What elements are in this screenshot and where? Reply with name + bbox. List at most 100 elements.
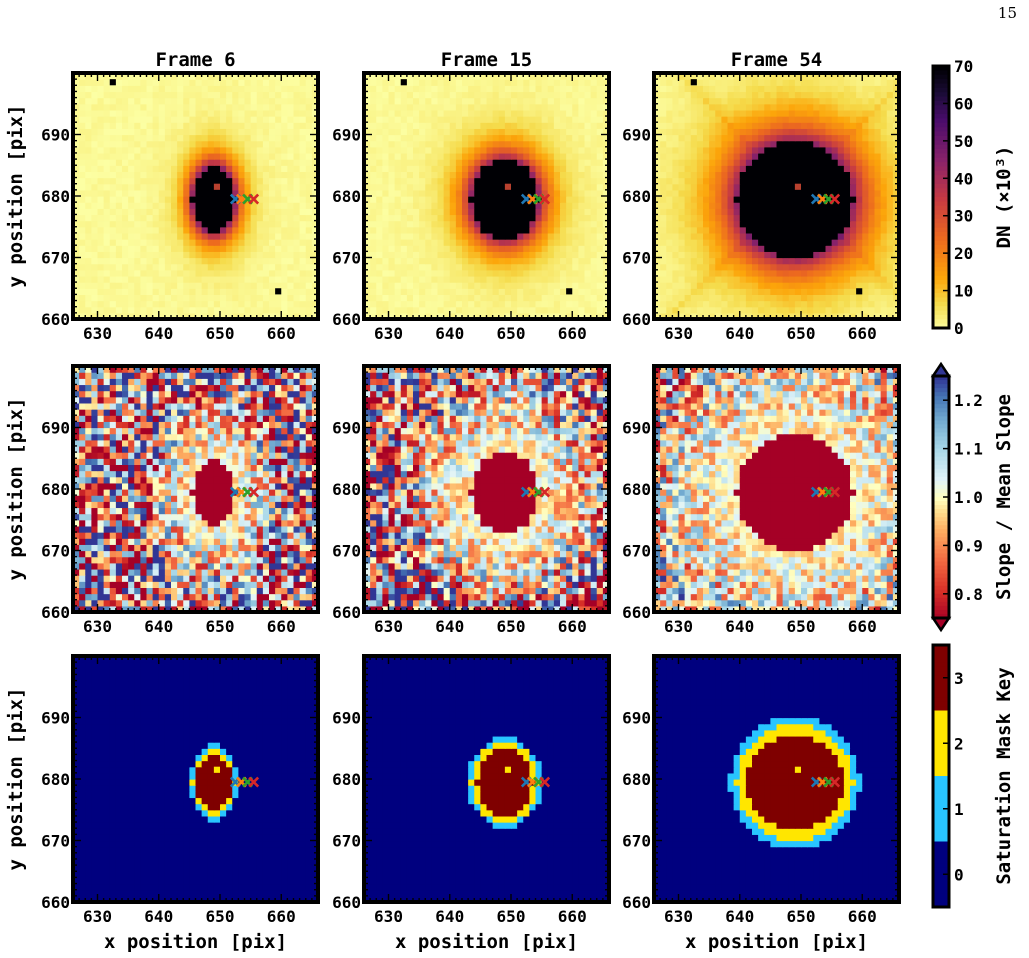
tick-marks xyxy=(72,365,319,613)
center-pixel xyxy=(504,183,511,190)
y-tick-label: 670 xyxy=(622,832,651,851)
y-tick-label: 660 xyxy=(622,893,651,912)
y-tick-label: 690 xyxy=(41,419,70,438)
colorbar-tick-label: 20 xyxy=(954,244,973,263)
bad-pixel xyxy=(566,288,573,295)
x-tick-label: 650 xyxy=(497,907,526,926)
y-tick-label: 690 xyxy=(332,709,361,728)
colorbar-tick-label: 0 xyxy=(954,319,964,338)
x-tick-label: 660 xyxy=(848,324,877,343)
colorbar-tick-label: 70 xyxy=(954,57,973,76)
x-tick-label: 640 xyxy=(144,907,173,926)
y-tick-label: 670 xyxy=(332,832,361,851)
colorbar-tick-label: 3 xyxy=(954,669,964,688)
y-tick-label: 680 xyxy=(41,770,70,789)
y-tick-label: 680 xyxy=(332,770,361,789)
y-tick-label: 690 xyxy=(622,126,651,145)
x-tick-label: 660 xyxy=(267,907,296,926)
heatmap-cells xyxy=(364,73,610,320)
y-tick-label: 670 xyxy=(622,249,651,268)
panel-r2-c0: 630 640 650 660 660 670 680 690 xyxy=(41,654,320,926)
panel-r1-c2: 630 640 650 660 660 670 680 690 xyxy=(622,364,901,636)
x-tick-label: 630 xyxy=(83,617,112,636)
bad-pixel xyxy=(109,79,116,86)
heatmap-cells xyxy=(364,656,610,903)
x-tick-label: 660 xyxy=(848,617,877,636)
y-tick-label: 680 xyxy=(41,480,70,499)
colorbar-tick-label: 2 xyxy=(954,734,964,753)
x-tick-label: 630 xyxy=(664,907,693,926)
colorbar-extend-top xyxy=(930,361,952,378)
page-number: 15 xyxy=(997,4,1017,22)
colorbar-label: Slope / Mean Slope xyxy=(993,394,1015,600)
y-tick-label: 670 xyxy=(332,249,361,268)
panel-r1-c0: 630 640 650 660 660 670 680 690 xyxy=(41,364,320,636)
y-tick-label: 670 xyxy=(41,832,70,851)
x-tick-label: 640 xyxy=(144,324,173,343)
x-tick-label: 630 xyxy=(664,617,693,636)
x-tick-label: 660 xyxy=(558,617,587,636)
panel-r0-c0: 630 640 650 660 660 670 680 690 xyxy=(41,71,320,343)
colorbar-extend-bottom xyxy=(930,616,952,633)
x-tick-label: 660 xyxy=(267,617,296,636)
panel-r1-c1: 630 640 650 660 660 670 680 690 xyxy=(332,364,611,636)
y-tick-label: 680 xyxy=(41,187,70,206)
tick-marks xyxy=(72,72,319,320)
colorbar-frame xyxy=(931,643,951,909)
marker-point xyxy=(248,776,260,788)
colorbar-tick-label: 10 xyxy=(954,282,973,301)
colorbar-tick-label: 50 xyxy=(954,132,973,151)
x-tick-label: 660 xyxy=(848,907,877,926)
colorbar-tick-label: 0 xyxy=(954,865,964,884)
column-title: Frame 15 xyxy=(441,49,533,71)
y-tick-label: 690 xyxy=(41,126,70,145)
x-tick-label: 650 xyxy=(787,907,816,926)
marker-point xyxy=(248,486,260,498)
x-tick-label: 630 xyxy=(374,907,403,926)
x-tick-label: 660 xyxy=(558,907,587,926)
tick-marks xyxy=(653,365,900,613)
x-axis-label: x position [pix] xyxy=(104,931,287,953)
colorbar-2: 0 1 2 3 Saturation Mask Key xyxy=(931,643,1015,909)
y-tick-label: 680 xyxy=(622,480,651,499)
colorbar-0: 0 10 20 30 40 50 60 70 DN (×10³) xyxy=(931,57,1015,338)
center-pixel xyxy=(504,476,511,483)
tick-marks xyxy=(363,655,610,903)
y-tick-label: 660 xyxy=(622,603,651,622)
panel-r0-c2: 630 640 650 660 660 670 680 690 xyxy=(622,71,901,343)
y-tick-label: 660 xyxy=(41,310,70,329)
y-tick-label: 670 xyxy=(622,542,651,561)
x-tick-label: 640 xyxy=(725,324,754,343)
x-axis-label: x position [pix] xyxy=(395,931,578,953)
panel-r2-c1: 630 640 650 660 660 670 680 690 xyxy=(332,654,611,926)
y-axis-label: y position [pix] xyxy=(5,397,27,580)
y-tick-label: 660 xyxy=(332,893,361,912)
x-tick-label: 640 xyxy=(144,617,173,636)
x-tick-label: 650 xyxy=(497,324,526,343)
colorbar-tick-label: 1.1 xyxy=(954,440,983,459)
colorbar-1: 0.8 0.9 1.0 1.1 1.2 Slope / Mean Slope xyxy=(930,361,1015,633)
tick-marks xyxy=(363,365,610,613)
x-tick-label: 630 xyxy=(374,324,403,343)
bad-pixel xyxy=(856,288,863,295)
x-tick-label: 640 xyxy=(435,617,464,636)
y-tick-label: 670 xyxy=(332,542,361,561)
x-tick-label: 650 xyxy=(206,617,235,636)
x-tick-label: 630 xyxy=(83,324,112,343)
center-pixel xyxy=(794,476,801,483)
x-tick-label: 650 xyxy=(787,324,816,343)
x-tick-label: 640 xyxy=(725,617,754,636)
x-tick-label: 640 xyxy=(435,324,464,343)
tick-marks xyxy=(653,655,900,903)
center-pixel xyxy=(794,183,801,190)
bad-pixel xyxy=(690,79,697,86)
x-tick-label: 640 xyxy=(725,907,754,926)
x-tick-label: 640 xyxy=(435,907,464,926)
column-title: Frame 54 xyxy=(731,49,823,71)
bad-pixel xyxy=(275,288,282,295)
x-tick-label: 650 xyxy=(206,907,235,926)
bad-pixel xyxy=(400,79,407,86)
marker-point xyxy=(539,776,551,788)
colorbar-tick-label: 1.2 xyxy=(954,391,983,410)
